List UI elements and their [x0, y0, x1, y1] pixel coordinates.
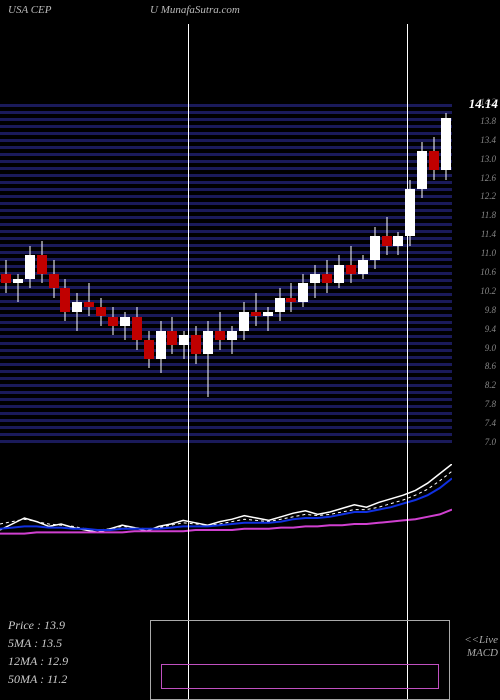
candle: [227, 24, 237, 464]
candle: [120, 24, 130, 464]
moving-average-canvas: [0, 464, 452, 584]
candle: [310, 24, 320, 464]
candle: [263, 24, 273, 464]
candle: [334, 24, 344, 464]
live-macd-label: <<Live MACD: [464, 634, 498, 660]
info-panel: Price : 13.95MA : 13.512MA : 12.950MA : …: [8, 616, 68, 688]
yaxis-tick: 12.6: [480, 175, 496, 183]
candle: [72, 24, 82, 464]
candle: [322, 24, 332, 464]
last-price-tag: 14.14: [469, 96, 498, 112]
yaxis-tick: 11.8: [481, 212, 496, 220]
yaxis-tick: 10.6: [480, 269, 496, 277]
info-row: 5MA : 13.5: [8, 634, 68, 652]
macd-box: [150, 620, 450, 700]
candle: [49, 24, 59, 464]
ticker-label: USA CEP: [8, 4, 52, 16]
candle: [286, 24, 296, 464]
vertical-guide: [188, 24, 189, 700]
yaxis-tick: 9.4: [485, 326, 496, 334]
indicator-panel[interactable]: [0, 464, 500, 584]
yaxis-tick: 13.0: [480, 156, 496, 164]
candle: [275, 24, 285, 464]
candle: [382, 24, 392, 464]
yaxis-tick: 9.8: [485, 307, 496, 315]
candles-layer: [0, 24, 452, 464]
yaxis-tick: 13.8: [480, 118, 496, 126]
candle: [203, 24, 213, 464]
candle: [108, 24, 118, 464]
candle: [37, 24, 47, 464]
yaxis-tick: 13.4: [480, 137, 496, 145]
candle: [251, 24, 261, 464]
candle: [239, 24, 249, 464]
yaxis-tick: 12.2: [480, 193, 496, 201]
candle: [132, 24, 142, 464]
candle: [1, 24, 11, 464]
candle: [358, 24, 368, 464]
candle: [25, 24, 35, 464]
vertical-guide: [407, 24, 408, 700]
candle: [167, 24, 177, 464]
candle: [215, 24, 225, 464]
live-text: <<Live: [464, 634, 498, 646]
candle: [346, 24, 356, 464]
candle: [393, 24, 403, 464]
y-axis-labels: 14.213.813.413.012.612.211.811.411.010.6…: [454, 104, 500, 444]
candle: [429, 24, 439, 464]
macd-text: MACD: [467, 647, 498, 659]
candle: [60, 24, 70, 464]
info-row: Price : 13.9: [8, 616, 68, 634]
candle: [96, 24, 106, 464]
candle: [298, 24, 308, 464]
yaxis-tick: 9.0: [485, 345, 496, 353]
candle: [191, 24, 201, 464]
chart-header: USA CEP U MunafaSutra.com: [0, 0, 500, 24]
candle: [370, 24, 380, 464]
candle: [84, 24, 94, 464]
yaxis-tick: 8.2: [485, 382, 496, 390]
yaxis-tick: 7.0: [485, 439, 496, 447]
candle: [441, 24, 451, 464]
yaxis-tick: 11.0: [481, 250, 496, 258]
yaxis-tick: 7.8: [485, 401, 496, 409]
yaxis-tick: 7.4: [485, 420, 496, 428]
info-row: 12MA : 12.9: [8, 652, 68, 670]
candle: [417, 24, 427, 464]
macd-inner: [161, 664, 439, 689]
candle: [156, 24, 166, 464]
candle: [144, 24, 154, 464]
yaxis-tick: 10.2: [480, 288, 496, 296]
yaxis-tick: 8.6: [485, 363, 496, 371]
candle: [13, 24, 23, 464]
info-row: 50MA : 11.2: [8, 670, 68, 688]
candlestick-chart[interactable]: 14.213.813.413.012.612.211.811.411.010.6…: [0, 24, 500, 464]
indicator-line: [0, 510, 452, 534]
watermark: U MunafaSutra.com: [150, 4, 240, 16]
yaxis-tick: 11.4: [481, 231, 496, 239]
